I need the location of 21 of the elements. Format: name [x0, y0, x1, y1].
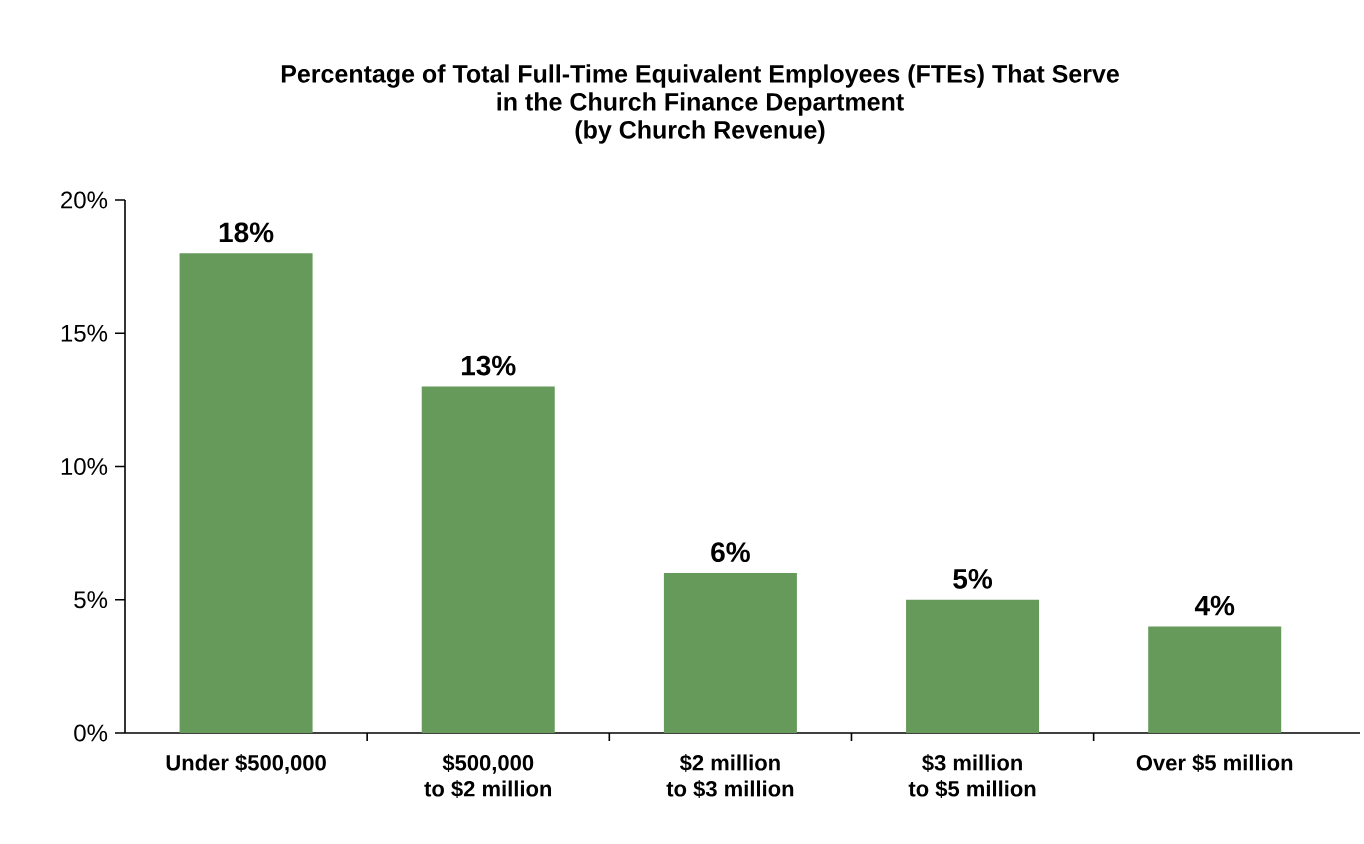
bar	[1148, 626, 1282, 733]
data-label: 5%	[953, 568, 993, 589]
data-label: 6%	[711, 542, 750, 563]
bar	[663, 573, 797, 733]
chart-title: Percentage of Total Full-Time Equivalent Employees (FTEs) That Serve in the Church Finance Department (by Church Revenue)	[281, 64, 1119, 144]
y-tick-label: 15%	[61, 324, 108, 342]
x-tick-label: Under $500,000	[166, 754, 326, 774]
bar	[421, 386, 555, 733]
x-tick-label: $2 million to $3 million	[666, 754, 794, 798]
y-tick-label: 10%	[61, 458, 108, 476]
y-tick-label: 0%	[74, 724, 108, 742]
x-tick-label: $500,000 to $2 million	[424, 754, 552, 798]
bar	[179, 253, 313, 733]
y-tick-label: 20%	[61, 191, 108, 209]
y-tick-label: 5%	[74, 591, 108, 609]
data-label: 4%	[1194, 595, 1235, 616]
data-label: 18%	[219, 222, 274, 243]
x-tick-label: $3 million to $5 million	[908, 754, 1036, 798]
bar	[906, 599, 1040, 733]
x-tick-label: Over $5 million	[1136, 754, 1293, 772]
data-label: 13%	[461, 355, 516, 376]
